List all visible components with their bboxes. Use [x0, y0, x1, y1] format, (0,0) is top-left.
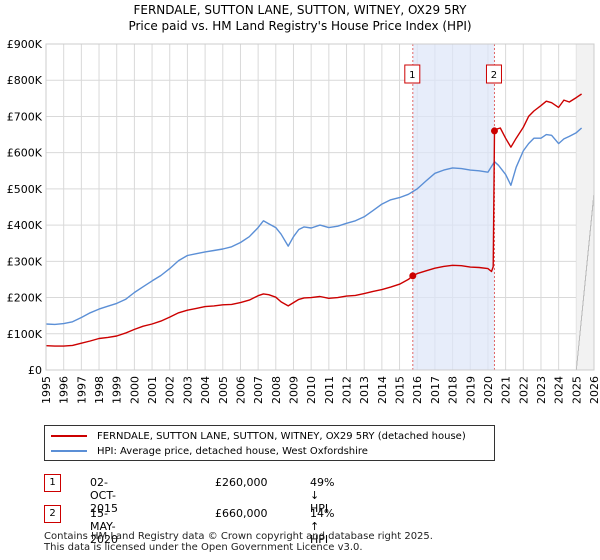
x-tick-label: 2010 — [305, 376, 318, 404]
projection-area — [576, 44, 594, 370]
x-tick-label: 2009 — [287, 376, 300, 404]
sale-marker-label: 2 — [491, 70, 497, 81]
sale-marker-label: 1 — [409, 70, 415, 81]
x-tick-label: 2017 — [429, 376, 442, 404]
x-tick-label: 2026 — [588, 376, 600, 404]
x-tick-label: 2020 — [482, 376, 495, 404]
x-tick-label: 2006 — [234, 376, 247, 404]
transaction-badge: 2 — [44, 505, 61, 523]
grid — [45, 43, 595, 371]
sale-marker-box — [485, 64, 502, 84]
x-tick-label: 2019 — [464, 376, 477, 404]
x-tick-label: 2007 — [252, 376, 265, 404]
x-tick-label: 2022 — [517, 376, 530, 404]
transaction-badge: 1 — [44, 474, 61, 492]
y-tick-label: £300K — [7, 255, 43, 268]
x-tick-label: 2011 — [323, 376, 336, 404]
x-tick-label: 2000 — [128, 376, 141, 404]
footer-copyright: Contains HM Land Registry data © Crown c… — [44, 531, 433, 542]
footer-license: This data is licensed under the Open Gov… — [44, 542, 363, 553]
y-tick-label: £500K — [7, 183, 43, 196]
shaded-period — [412, 44, 495, 370]
x-tick-label: 2003 — [181, 376, 194, 404]
x-tick-label: 2001 — [146, 376, 159, 404]
y-tick-label: £900K — [7, 38, 43, 51]
chart-subtitle: Price paid vs. HM Land Registry's House … — [128, 19, 472, 33]
x-tick-label: 1995 — [40, 376, 53, 404]
x-tick-label: 2014 — [376, 376, 389, 404]
transaction-date: 15-MAY-2020 — [90, 507, 118, 546]
hatch-line — [595, 0, 600, 188]
sale-marker-box — [404, 64, 421, 84]
plot-frame — [45, 43, 595, 371]
legend-item-property: FERNDALE, SUTTON LANE, SUTTON, WITNEY, O… — [51, 429, 466, 443]
legend-swatch-hpi — [51, 450, 87, 452]
sale-point — [490, 127, 498, 135]
hpi-line — [45, 127, 583, 326]
x-tick-label: 2016 — [411, 376, 424, 404]
legend: FERNDALE, SUTTON LANE, SUTTON, WITNEY, O… — [44, 425, 495, 461]
x-tick-label: 2018 — [447, 376, 460, 404]
transaction-price: £260,000 — [215, 476, 268, 489]
y-tick-label: £400K — [7, 219, 43, 232]
x-tick-label: 2013 — [358, 376, 371, 404]
transaction-hpi-diff: 14% ↑ HPI — [310, 507, 335, 546]
legend-label-hpi: HPI: Average price, detached house, West… — [97, 445, 368, 457]
hatch-line — [596, 0, 600, 176]
legend-item-hpi: HPI: Average price, detached house, West… — [51, 444, 368, 458]
x-tick-label: 1997 — [75, 376, 88, 404]
x-tick-label: 2012 — [341, 376, 354, 404]
sale-points — [409, 127, 498, 280]
legend-swatch-property — [51, 435, 87, 437]
y-tick-label: £200K — [7, 292, 43, 305]
x-tick-label: 2024 — [553, 376, 566, 404]
x-tick-label: 2004 — [199, 376, 212, 404]
property-price-line — [45, 93, 582, 347]
x-tick-label: 2015 — [394, 376, 407, 404]
hatch-line — [593, 190, 594, 195]
y-tick-label: £600K — [7, 147, 43, 160]
hatch-line — [595, 0, 600, 182]
shaded-period-rect — [412, 44, 495, 370]
x-tick-label: 1999 — [111, 376, 124, 404]
transaction-hpi-diff: 49% ↓ HPI — [310, 476, 335, 515]
transaction-date: 02-OCT-2015 — [90, 476, 118, 515]
x-tick-label: 1998 — [93, 376, 106, 404]
y-tick-label: £700K — [7, 110, 43, 123]
chart-title: FERNDALE, SUTTON LANE, SUTTON, WITNEY, O… — [133, 3, 467, 17]
hatch-line — [596, 0, 600, 170]
series-lines — [45, 93, 583, 347]
y-tick-label: £100K — [7, 328, 43, 341]
y-tick-label: £0 — [28, 364, 42, 377]
axis-labels: £0 £100K £200K £300K £400K £500K £600K £700K £80… — [7, 38, 600, 404]
projection-hatch — [576, 0, 600, 370]
x-tick-label: 2021 — [500, 376, 513, 404]
x-tick-label: 1996 — [58, 376, 71, 404]
x-tick-label: 2005 — [217, 376, 230, 404]
x-tick-label: 2023 — [535, 376, 548, 404]
x-tick-label: 2008 — [270, 376, 283, 404]
y-tick-label: £800K — [7, 74, 43, 87]
sale-point — [409, 272, 417, 280]
legend-label-property: FERNDALE, SUTTON LANE, SUTTON, WITNEY, O… — [97, 430, 466, 442]
x-tick-label: 2025 — [570, 376, 583, 404]
x-tick-label: 2002 — [164, 376, 177, 404]
footer: Contains HM Land Registry data © Crown c… — [44, 531, 433, 553]
transaction-price: £660,000 — [215, 507, 268, 520]
